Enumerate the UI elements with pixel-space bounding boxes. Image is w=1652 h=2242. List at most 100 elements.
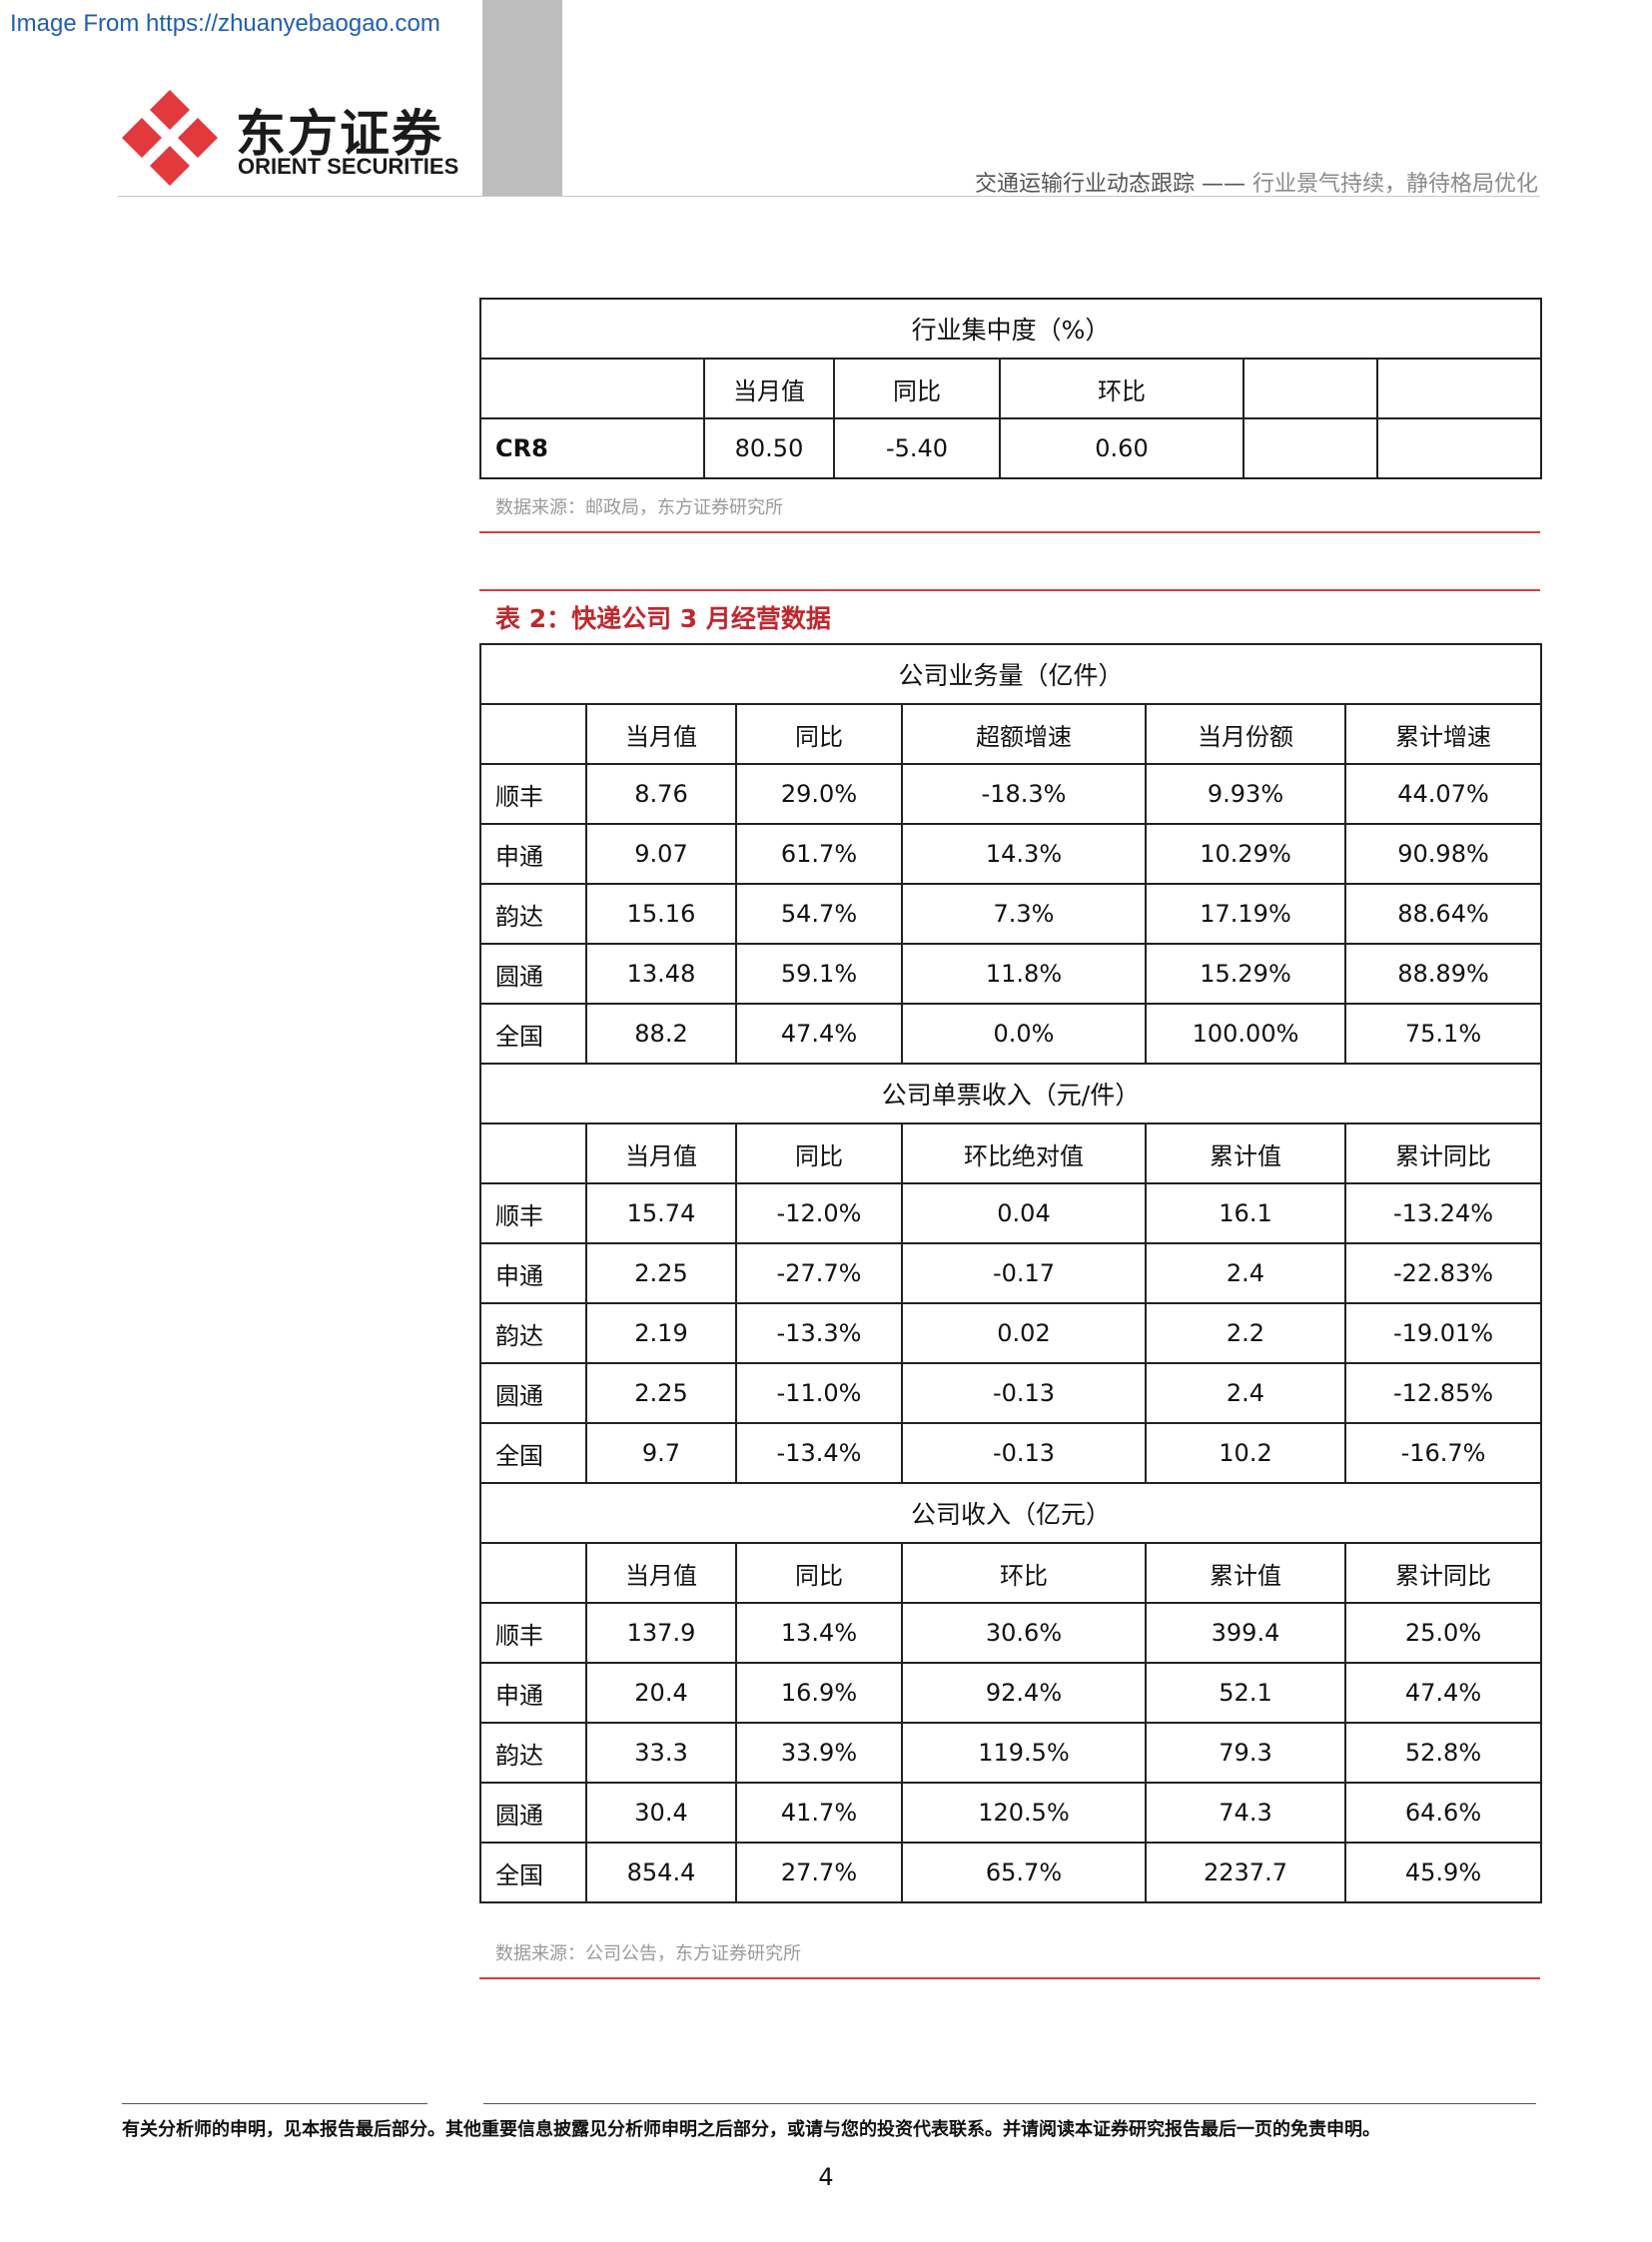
header-cell (479, 1122, 587, 1184)
disclaimer-note: 有关分析师的申明，见本报告最后部分。其他重要信息披露见分析师申明之后部分，或请与… (122, 2119, 1380, 2140)
table-cell: 13.48 (585, 943, 737, 1005)
table-cell: 15.29% (1145, 943, 1346, 1005)
row-label: 申通 (479, 1662, 587, 1724)
table-row: 韵达 2.19 -13.3% 0.02 2.2 -19.01% (479, 1302, 1543, 1364)
footer-divider-right (483, 2103, 1536, 2104)
table-cell: 65.7% (901, 1842, 1147, 1903)
table2-caption: 表 2：快递公司 3 月经营数据 (495, 604, 831, 633)
row-label: 圆通 (479, 1782, 587, 1844)
table-row: 圆通 2.25 -11.0% -0.13 2.4 -12.85% (479, 1362, 1543, 1424)
table-cell: 90.98% (1343, 823, 1543, 885)
table-cell: -22.83% (1343, 1242, 1543, 1304)
table2-source-note: 数据来源：公司公告，东方证券研究所 (495, 1943, 801, 1964)
table-cell: -0.17 (901, 1242, 1147, 1304)
header-cell (479, 358, 705, 419)
table-cell: 2.4 (1145, 1362, 1346, 1424)
table-cell: 33.3 (585, 1722, 737, 1784)
header-subtitle: 行业景气持续，静待格局优化 (1251, 172, 1538, 197)
header-cell (479, 1542, 587, 1604)
table-cell: 137.9 (585, 1602, 737, 1664)
table-cell: 33.9% (735, 1722, 903, 1784)
table-cell: 47.4% (1343, 1662, 1543, 1724)
table-cell: 47.4% (735, 1003, 903, 1065)
table-cell: 0.04 (901, 1182, 1147, 1244)
header-cell: 同比 (735, 1122, 903, 1184)
table-row: 全国 9.7 -13.4% -0.13 10.2 -16.7% (479, 1422, 1543, 1484)
table-cell: 10.29% (1145, 823, 1346, 885)
table-cell: -13.24% (1343, 1182, 1543, 1244)
row-label: 顺丰 (479, 763, 587, 825)
header-cell: 同比 (833, 358, 1001, 419)
table-cell: 399.4 (1145, 1602, 1346, 1664)
header-main-title: 交通运输行业动态跟踪 (974, 172, 1195, 197)
table-cell: 45.9% (1343, 1842, 1543, 1903)
header-cell: 环比绝对值 (901, 1122, 1147, 1184)
industry-concentration-table: 行业集中度（%） 当月值 同比 环比 CR8 80.50 -5.40 0.60 (478, 298, 1543, 479)
table-cell: -12.85% (1343, 1362, 1543, 1424)
table-row: CR8 80.50 -5.40 0.60 (479, 417, 1543, 479)
table-cell: 61.7% (735, 823, 903, 885)
row-label: 申通 (479, 823, 587, 885)
table-row: 全国 854.4 27.7% 65.7% 2237.7 45.9% (479, 1842, 1543, 1903)
table-row: 韵达 33.3 33.9% 119.5% 79.3 52.8% (479, 1722, 1543, 1784)
table-cell: -13.4% (735, 1422, 903, 1484)
table-header-row: 当月值 同比 环比 累计值 累计同比 (479, 1542, 1543, 1604)
table-header-row: 当月值 同比 环比 (479, 358, 1543, 419)
courier-operating-data-table: 公司业务量（亿件） 当月值 同比 超额增速 当月份额 累计增速 顺丰 8.76 29.0% -18… (478, 643, 1543, 1903)
table-cell: 79.3 (1145, 1722, 1346, 1784)
table-cell: 80.50 (703, 417, 835, 479)
table-cell: 15.74 (585, 1182, 737, 1244)
table-cell: 14.3% (901, 823, 1147, 885)
table-cell: -18.3% (901, 763, 1147, 825)
source-watermark-link[interactable]: Image From https://zhuanyebaogao.com (10, 10, 440, 37)
page-number: 4 (818, 2163, 834, 2191)
header-cell: 环比 (999, 358, 1244, 419)
table-cell (1375, 417, 1543, 479)
table-cell: 16.9% (735, 1662, 903, 1724)
table-cell: 29.0% (735, 763, 903, 825)
table-cell: 120.5% (901, 1782, 1147, 1844)
table-cell: 27.7% (735, 1842, 903, 1903)
header-cell: 累计增速 (1343, 703, 1543, 765)
table-cell: 41.7% (735, 1782, 903, 1844)
row-label: 顺丰 (479, 1602, 587, 1664)
table-section-title: 公司业务量（亿件） (478, 643, 1543, 705)
header-gray-bar (482, 0, 562, 196)
row-label: 全国 (479, 1842, 587, 1903)
row-label: 圆通 (479, 1362, 587, 1424)
header-cell (1375, 358, 1543, 419)
table-section-title: 公司收入（亿元） (478, 1482, 1543, 1544)
logo-chinese-name: 东方证券 (236, 105, 443, 163)
header-cell: 当月份额 (1145, 703, 1346, 765)
table-cell: 25.0% (1343, 1602, 1543, 1664)
row-label: 圆通 (479, 943, 587, 1005)
table-row: 全国 88.2 47.4% 0.0% 100.00% 75.1% (479, 1003, 1543, 1065)
table-section-title: 公司单票收入（元/件） (478, 1063, 1543, 1124)
table-cell: 11.8% (901, 943, 1147, 1005)
table2-bottom-red-rule (479, 1977, 1540, 1979)
header-cell: 当月值 (585, 703, 737, 765)
table-cell: 2.2 (1145, 1302, 1346, 1364)
table-cell: -16.7% (1343, 1422, 1543, 1484)
table-cell: 2.4 (1145, 1242, 1346, 1304)
table-cell: 92.4% (901, 1662, 1147, 1724)
table-cell: 88.64% (1343, 883, 1543, 945)
header-cell (1242, 358, 1378, 419)
table-cell: -0.13 (901, 1362, 1147, 1424)
row-label: 申通 (479, 1242, 587, 1304)
table-cell: -12.0% (735, 1182, 903, 1244)
row-label: 韵达 (479, 1722, 587, 1784)
table-row: 顺丰 15.74 -12.0% 0.04 16.1 -13.24% (479, 1182, 1543, 1244)
header-cell (479, 703, 587, 765)
table-cell: 16.1 (1145, 1182, 1346, 1244)
table-cell: 17.19% (1145, 883, 1346, 945)
row-label: 顺丰 (479, 1182, 587, 1244)
table-row: 韵达 15.16 54.7% 7.3% 17.19% 88.64% (479, 883, 1543, 945)
table-cell: 0.02 (901, 1302, 1147, 1364)
table-cell: 9.93% (1145, 763, 1346, 825)
row-label: 韵达 (479, 883, 587, 945)
table-cell: 854.4 (585, 1842, 737, 1903)
table-cell: 44.07% (1343, 763, 1543, 825)
table-cell: 2.25 (585, 1362, 737, 1424)
footer-divider-left (122, 2103, 427, 2104)
